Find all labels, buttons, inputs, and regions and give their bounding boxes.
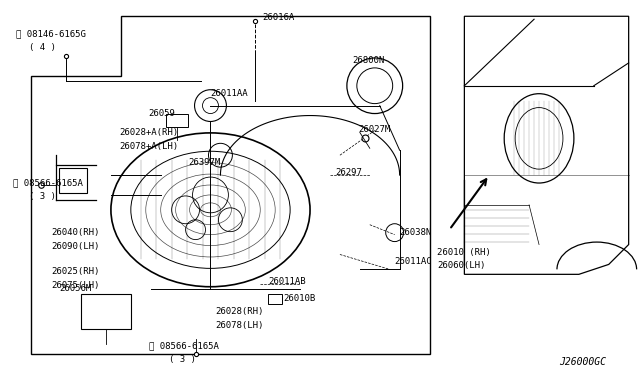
Text: 26010 (RH): 26010 (RH) <box>438 247 492 257</box>
Text: Ⓢ 08566-6165A: Ⓢ 08566-6165A <box>148 341 219 350</box>
Text: 26297: 26297 <box>335 168 362 177</box>
Text: ( 3 ): ( 3 ) <box>169 355 196 364</box>
Text: ( 3 ): ( 3 ) <box>29 192 56 201</box>
Text: 26060(LH): 26060(LH) <box>438 262 486 270</box>
Text: 26028+A(RH): 26028+A(RH) <box>119 128 178 137</box>
Text: 26016A: 26016A <box>262 13 294 22</box>
Text: 26056M: 26056M <box>59 284 92 293</box>
Text: 26040(RH): 26040(RH) <box>51 228 100 237</box>
Text: 26059: 26059 <box>148 109 175 118</box>
Bar <box>59 168 87 193</box>
Text: 26397M: 26397M <box>189 158 221 167</box>
Text: 26027M: 26027M <box>358 125 390 134</box>
Text: 26078+A(LH): 26078+A(LH) <box>119 142 178 151</box>
Text: 26075(LH): 26075(LH) <box>51 281 100 290</box>
Text: 26078(LH): 26078(LH) <box>216 321 264 330</box>
Bar <box>81 294 131 329</box>
Text: ( 4 ): ( 4 ) <box>29 43 56 52</box>
Text: J26000GC: J26000GC <box>559 357 606 367</box>
Text: 26011AB: 26011AB <box>268 277 306 286</box>
Text: 26038N: 26038N <box>399 228 432 237</box>
Text: 26090(LH): 26090(LH) <box>51 241 100 251</box>
Text: Ⓑ 08146-6165G: Ⓑ 08146-6165G <box>17 29 86 38</box>
Text: Ⓢ 08566-6165A: Ⓢ 08566-6165A <box>13 178 83 187</box>
Text: 26011AC: 26011AC <box>395 257 432 266</box>
Bar <box>166 113 188 128</box>
Text: 26025(RH): 26025(RH) <box>51 267 100 276</box>
Text: 26011AA: 26011AA <box>211 89 248 98</box>
Text: 26800N: 26800N <box>352 56 384 65</box>
Text: 26010B: 26010B <box>283 294 316 303</box>
Text: 26028(RH): 26028(RH) <box>216 307 264 316</box>
Bar <box>268 294 282 304</box>
